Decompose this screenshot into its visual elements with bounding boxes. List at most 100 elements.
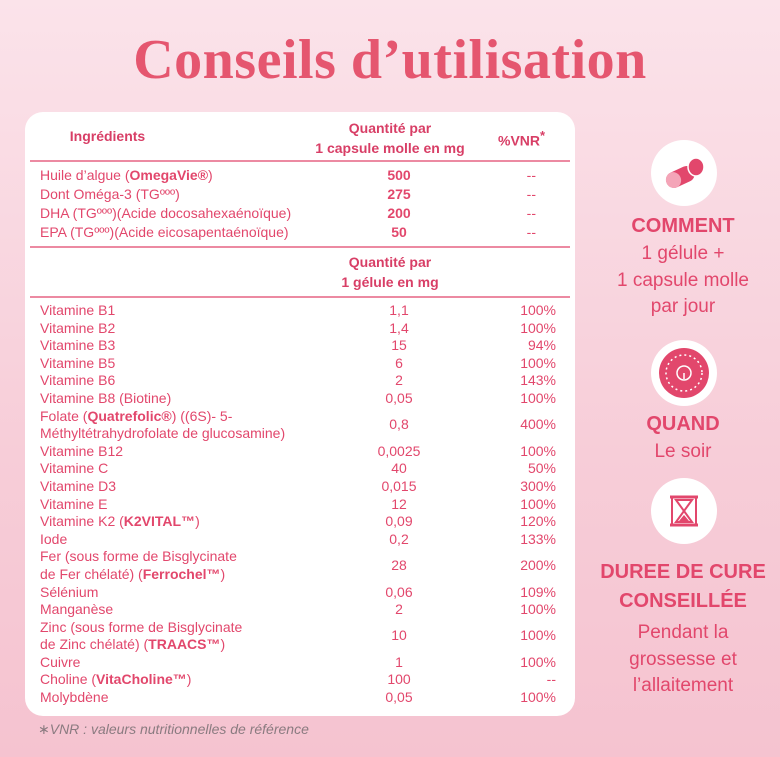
ingredient-name: Huile d’algue (OmegaVie®) [40,166,340,185]
name-part: Vitamine B2 [40,319,116,336]
table-row: Zinc (sous forme de Bisglycinate de Zinc… [40,619,560,654]
table-row: Vitamine C 40 50% [40,460,560,478]
vnr: 300% [520,477,556,494]
quantity: 50 [391,224,407,240]
vnr: 100% [520,319,556,336]
table-row: EPA (TGººº)(Acide eicosapentaénoïque) 50 -… [40,223,560,242]
ingredient-name: EPA (TGººº)(Acide eicosapentaénoïque) [40,223,340,242]
ingredient-name: Vitamine B2 [40,320,340,338]
name-part: Molybdène [40,689,109,706]
section-text: 1 gélule + [641,243,725,264]
brand-name: Ferrochel™ [142,565,221,582]
section-text: Pendant la [637,622,729,643]
section-how: COMMENT 1 gélule + 1 capsule molle par j… [590,212,776,321]
ingredient-name: Zinc (sous forme de Bisglycinate de Zinc… [40,619,340,654]
hourglass-icon [651,478,717,544]
quantity: 1,1 [389,302,409,318]
section-text: grossesse et [629,648,737,670]
clock-icon [651,340,717,406]
vnr: 200% [520,557,556,574]
ingredient-name: Vitamine B12 [40,443,340,461]
page-title: Conseils d’utilisation [133,29,647,91]
vnr: 143% [520,372,556,389]
section-text: l’allaitement [632,675,734,696]
ingredient-name: Dont Oméga-3 (TGººº) [40,185,340,204]
name-part: EPA (TGººº)(Acide eicosapentaénoïque) [40,224,289,240]
name-part: DHA (TGººº)(Acide docosahexaénoïque) [40,205,292,221]
vnr: 100% [520,627,556,644]
ingredient-name: Vitamine B6 [40,372,340,390]
table-1: Huile d’algue (OmegaVie®) 500 -- Dont Oméga… [40,166,560,242]
ingredient-name: Manganèse [40,601,340,619]
quantity: 2 [395,601,403,618]
table-row: Huile d’algue (OmegaVie®) 500 -- [40,166,560,185]
name-part: Vitamine C [40,460,109,477]
vnr-label: %VNR [498,132,541,149]
quantity: 12 [391,495,407,512]
table-row: Choline (VitaCholine™) 100 -- [40,671,560,689]
name-part: Folate ( [40,407,88,424]
divider [30,160,570,162]
vnr: 100% [520,653,556,670]
footnote: ∗VNR : valeurs nutritionnelles de référe… [38,721,309,737]
name-part: Cuivre [40,653,81,670]
section-heading: DUREE DE CURE [600,561,766,583]
header-ingredient: Ingrédients [69,128,146,144]
table-row: Vitamine B12 0,0025 100% [40,443,560,461]
ingredient-name: Choline (VitaCholine™) [40,671,340,689]
ingredient-name: Vitamine E [40,496,340,514]
ingredient-name: Molybdène [40,689,340,707]
vnr: 100% [520,302,556,318]
name-part: Vitamine B12 [40,442,124,459]
name-part: ) [186,671,192,688]
header-vnr: %VNR* [498,126,545,151]
quantity: 0,0025 [377,442,421,459]
ingredient-name: Vitamine B5 [40,355,340,373]
vnr-mark: * [540,128,546,143]
ingredient-name: Vitamine C [40,460,340,478]
name-part: Dont Oméga-3 (TGººº) [40,186,180,202]
name-part: ) [195,513,200,530]
quantity: 0,05 [385,689,413,706]
name-part: Fer (sous forme de Bisglycinate de Fer c… [40,548,237,582]
brand-name: TRAACS™ [148,636,221,653]
vnr: 100% [520,389,556,406]
section-text: Le soir [654,441,712,462]
ingredient-name: Vitamine K2 (K2VITAL™) [40,513,340,531]
header-quantity: Quantité par 1 gélule en mg [290,252,490,292]
ingredient-name: DHA (TGººº)(Acide docosahexaénoïque) [40,204,340,223]
ingredient-name: Sélénium [40,584,340,602]
name-part: ) [220,636,226,653]
section-when: QUAND Le soir [590,410,776,466]
vnr: 100% [520,442,556,459]
vnr: -- [526,224,536,240]
header-line: 1 gélule en mg [341,274,439,290]
table-row: Sélénium 0,06 109% [40,584,560,602]
section-duration: DUREE DE CURE CONSEILLÉE Pendant la gros… [590,558,776,700]
section-heading: QUAND [646,413,720,435]
quantity: 0,05 [385,389,413,406]
divider [30,296,570,298]
ingredient-name: Folate (Quatrefolic®) ((6S)- 5- Méthylté… [40,408,340,443]
section-text: 1 capsule molle [616,269,750,291]
name-part: ) [208,167,213,183]
name-part: Vitamine B8 (Biotine) [40,389,172,406]
brand-name: OmegaVie® [129,167,209,183]
vnr: 50% [527,460,556,477]
table-row: Molybdène 0,05 100% [40,689,560,707]
quantity: 0,06 [385,583,413,600]
ingredient-name: Vitamine D3 [40,478,340,496]
ingredient-name: Fer (sous forme de Bisglycinate de Fer c… [40,548,340,583]
ingredient-name: Vitamine B3 [40,337,340,355]
table-row: Vitamine B1 1,1 100% [40,302,560,320]
table-row: DHA (TGººº)(Acide docosahexaénoïque) 200 -… [40,204,560,223]
quantity: 0,8 [389,416,409,433]
table-row: Cuivre 1 100% [40,654,560,672]
header-line: Quantité par [348,254,432,270]
capsule-icon [651,140,717,206]
quantity: 500 [387,167,411,183]
quantity: 15 [391,337,407,354]
quantity: 1 [395,653,403,670]
table-row: Vitamine B8 (Biotine) 0,05 100% [40,390,560,408]
brand-name: Quatrefolic® [87,407,172,424]
